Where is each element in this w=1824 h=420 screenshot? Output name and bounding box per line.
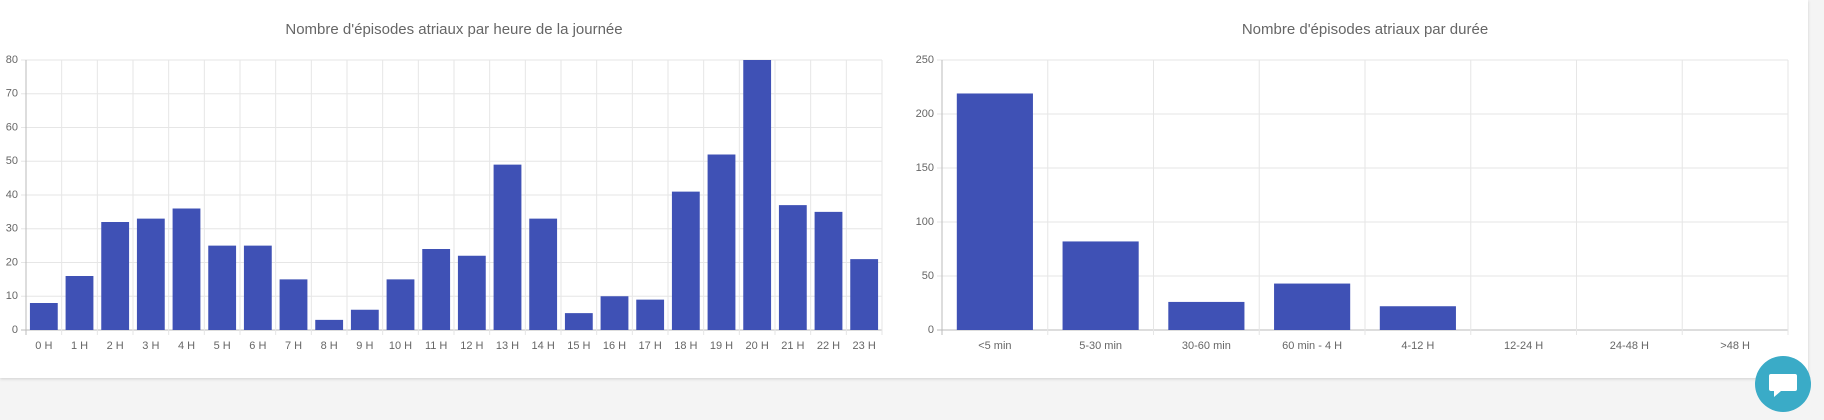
bar [671, 191, 700, 330]
y-tick-label: 80 [6, 54, 18, 66]
x-tick-label: 3 H [142, 340, 159, 352]
chat-button[interactable] [1753, 354, 1813, 414]
bar [493, 164, 522, 330]
x-tick-label: 21 H [781, 340, 804, 352]
bar [956, 93, 1033, 330]
x-tick-label: <5 min [978, 340, 1011, 352]
bar [1168, 301, 1245, 330]
bar [1274, 283, 1351, 330]
x-tick-label: 23 H [853, 340, 876, 352]
chart-title: Nombre d'épisodes atriaux par durée [1242, 21, 1488, 38]
x-tick-label: 4 H [178, 340, 195, 352]
x-tick-label: 8 H [321, 340, 338, 352]
bar [707, 154, 736, 330]
card: Nombre d'épisodes atriaux par heure de l… [0, 0, 1808, 378]
y-tick-label: 0 [12, 324, 18, 336]
y-tick-label: 50 [6, 155, 18, 167]
y-tick-label: 150 [916, 162, 934, 174]
bar [101, 222, 130, 330]
x-tick-label: 14 H [532, 340, 555, 352]
x-tick-label: 16 H [603, 340, 626, 352]
bar [172, 208, 201, 330]
bar [850, 259, 879, 330]
charts: Nombre d'épisodes atriaux par heure de l… [6, 21, 1789, 352]
x-tick-label: 19 H [710, 340, 733, 352]
bar [136, 218, 165, 330]
x-tick-label: 15 H [567, 340, 590, 352]
x-tick-label: 7 H [285, 340, 302, 352]
x-tick-label: 20 H [746, 340, 769, 352]
bar [279, 279, 308, 330]
y-tick-label: 30 [6, 223, 18, 235]
bar [457, 255, 486, 330]
bar [529, 218, 558, 330]
chart-title: Nombre d'épisodes atriaux par heure de l… [285, 21, 622, 38]
y-tick-label: 20 [6, 256, 18, 268]
x-tick-label: 60 min - 4 H [1282, 340, 1342, 352]
x-tick-label: 5 H [214, 340, 231, 352]
y-tick-label: 0 [928, 324, 934, 336]
bar [1062, 241, 1139, 330]
x-tick-label: 2 H [107, 340, 124, 352]
x-tick-label: 18 H [674, 340, 697, 352]
x-tick-label: >48 H [1720, 340, 1750, 352]
x-tick-label: 17 H [639, 340, 662, 352]
y-tick-label: 10 [6, 290, 18, 302]
bar [208, 245, 237, 330]
x-tick-label: 0 H [35, 340, 52, 352]
bar [743, 60, 772, 330]
x-tick-label: 11 H [425, 340, 447, 352]
x-tick-label: 30-60 min [1182, 340, 1231, 352]
y-tick-label: 250 [916, 54, 934, 66]
y-tick-label: 60 [6, 121, 18, 133]
x-tick-label: 5-30 min [1079, 340, 1122, 352]
x-tick-label: 6 H [249, 340, 266, 352]
x-tick-label: 24-48 H [1610, 340, 1649, 352]
x-tick-label: 10 H [389, 340, 412, 352]
bar [65, 276, 94, 330]
x-tick-label: 12-24 H [1504, 340, 1543, 352]
y-tick-label: 40 [6, 189, 18, 201]
x-tick-label: 13 H [496, 340, 519, 352]
x-tick-label: 22 H [817, 340, 840, 352]
bar [814, 211, 843, 330]
x-tick-label: 1 H [71, 340, 88, 352]
x-tick-label: 12 H [460, 340, 483, 352]
y-tick-label: 200 [916, 108, 934, 120]
bar [1379, 306, 1456, 330]
bar [386, 279, 415, 330]
bar [564, 313, 593, 330]
y-tick-label: 50 [922, 270, 934, 282]
bar [778, 205, 807, 330]
bar [315, 319, 344, 330]
y-tick-label: 70 [6, 88, 18, 100]
bar [350, 309, 379, 330]
bar [29, 303, 58, 330]
x-tick-label: 9 H [356, 340, 373, 352]
y-tick-label: 100 [916, 216, 934, 228]
x-tick-label: 4-12 H [1401, 340, 1434, 352]
bar [243, 245, 272, 330]
bar [636, 299, 665, 330]
chat-icon[interactable] [1769, 374, 1797, 397]
bar [422, 249, 451, 330]
bar [600, 296, 629, 330]
